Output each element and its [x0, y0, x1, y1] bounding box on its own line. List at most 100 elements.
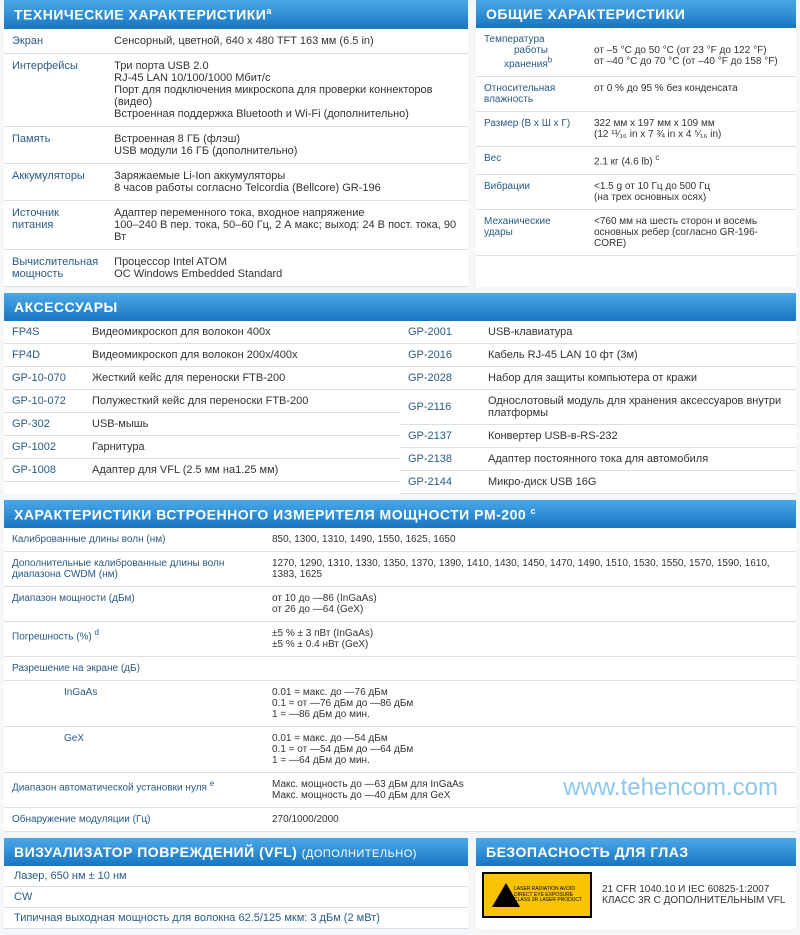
table-row: GP-1008Адаптер для VFL (2.5 мм на1.25 мм…	[4, 458, 400, 481]
table-row: GP-10-070Жесткий кейс для переноски FTB-…	[4, 366, 400, 389]
acc-code: GP-10-070	[4, 366, 84, 389]
general-header: ОБЩИЕ ХАРАКТЕРИСТИКИ	[476, 0, 796, 28]
vfl-sub: (ДОПОЛНИТЕЛЬНО)	[302, 848, 417, 860]
table-row: Калиброванные длины волн (нм)850, 1300, …	[4, 528, 796, 552]
spec-value: Встроенная 8 ГБ (флэш) USB модули 16 ГБ …	[106, 126, 468, 163]
table-row: GP-2028Набор для защиты компьютера от кр…	[400, 366, 796, 389]
spec-label: Относительная влажность	[476, 77, 586, 112]
spec-value: ±5 % ± 3 пВт (InGaAs) ±5 % ± 0.4 нВт (Ge…	[264, 622, 796, 657]
spec-value: Сенсорный, цветной, 640 x 480 TFT 163 мм…	[106, 29, 468, 54]
tech-table: ЭкранСенсорный, цветной, 640 x 480 TFT 1…	[4, 29, 468, 287]
spec-label: Обнаружение модуляции (Гц)	[4, 808, 264, 832]
spec-label: Источник питания	[4, 200, 106, 249]
acc-desc: Микро-диск USB 16G	[480, 470, 796, 493]
spec-value: от –5 °C до 50 °C (от 23 °F до 122 °F)от…	[586, 28, 796, 77]
acc-desc: Видеомикроскоп для волокон 400x	[84, 321, 400, 344]
table-row: Относительная влажностьот 0 % до 95 % бе…	[476, 77, 796, 112]
spec-value: <1.5 g от 10 Гц до 500 Гц(на трех основн…	[586, 174, 796, 209]
accessories-panel: АКСЕССУАРЫ FP4SВидеомикроскоп для волоко…	[4, 293, 796, 494]
spec-value: 270/1000/2000	[264, 808, 796, 832]
table-row: GP-2144Микро-диск USB 16G	[400, 470, 796, 493]
table-row: Вибрации<1.5 g от 10 Гц до 500 Гц(на тре…	[476, 174, 796, 209]
table-row: GP-302USB-мышь	[4, 412, 400, 435]
vfl-line: Лазер, 650 нм ± 10 нм	[4, 866, 468, 887]
acc-right-table: GP-2001USB-клавиатураGP-2016Кабель RJ-45…	[400, 321, 796, 494]
acc-code: GP-1002	[4, 435, 84, 458]
table-row: Размер (В x Ш x Г)322 мм x 197 мм x 109 …	[476, 112, 796, 147]
acc-desc: Набор для защиты компьютера от кражи	[480, 366, 796, 389]
spec-label: Механические удары	[476, 209, 586, 255]
table-row: GP-2137Конвертер USB-в-RS-232	[400, 424, 796, 447]
table-row: GP-2001USB-клавиатура	[400, 321, 796, 344]
table-row: Диапазон мощности (дБм)от 10 до —86 (InG…	[4, 587, 796, 622]
table-row: FP4SВидеомикроскоп для волокон 400x	[4, 321, 400, 344]
acc-left-table: FP4SВидеомикроскоп для волокон 400xFP4DВ…	[4, 321, 400, 482]
safety-header: БЕЗОПАСНОСТЬ ДЛЯ ГЛАЗ	[476, 838, 796, 866]
spec-value: Процессор Intel ATOM ОС Windows Embedded…	[106, 249, 468, 286]
table-row: GP-2016Кабель RJ-45 LAN 10 фт (3м)	[400, 343, 796, 366]
pm-sup: c	[531, 506, 537, 516]
spec-label: Калиброванные длины волн (нм)	[4, 528, 264, 552]
acc-desc: USB-мышь	[84, 412, 400, 435]
acc-code: GP-10-072	[4, 389, 84, 412]
safety-panel: БЕЗОПАСНОСТЬ ДЛЯ ГЛАЗ LASER RADIATION AV…	[476, 838, 796, 929]
table-row: Вес2.1 кг (4.6 lb) c	[476, 147, 796, 174]
spec-label: Погрешность (%) d	[4, 622, 264, 657]
table-row: GeX0.01 = макс. до —54 дБм 0.1 = от —54 …	[4, 727, 796, 773]
tech-spec-panel: ТЕХНИЧЕСКИЕ ХАРАКТЕРИСТИКИa ЭкранСенсорн…	[4, 0, 468, 287]
tech-sup: a	[266, 6, 272, 16]
spec-value: Три порта USB 2.0 RJ-45 LAN 10/100/1000 …	[106, 53, 468, 126]
spec-label: Диапазон мощности (дБм)	[4, 587, 264, 622]
safety-line1: 21 CFR 1040.10 И IEC 60825-1:2007	[602, 884, 785, 895]
table-row: Обнаружение модуляции (Гц)270/1000/2000	[4, 808, 796, 832]
safety-title: БЕЗОПАСНОСТЬ ДЛЯ ГЛАЗ	[486, 844, 689, 860]
table-row: InGaAs0.01 = макс. до —76 дБм 0.1 = от —…	[4, 681, 796, 727]
table-row: Разрешение на экране (дБ)	[4, 657, 796, 681]
acc-desc: Конвертер USB-в-RS-232	[480, 424, 796, 447]
vfl-header: ВИЗУАЛИЗАТОР ПОВРЕЖДЕНИЙ (VFL) (ДОПОЛНИТ…	[4, 838, 468, 866]
spec-label: InGaAs	[4, 681, 264, 727]
spec-value: от 10 до —86 (InGaAs) от 26 до —64 (GeX)	[264, 587, 796, 622]
table-row: GP-2116Однослотовый модуль для хранения …	[400, 389, 796, 424]
acc-title: АКСЕССУАРЫ	[14, 299, 118, 315]
safety-line2: КЛАСС 3R С ДОПОЛНИТЕЛЬНЫМ VFL	[602, 895, 785, 906]
general-spec-panel: ОБЩИЕ ХАРАКТЕРИСТИКИ Температураработыхр…	[476, 0, 796, 287]
acc-code: GP-2137	[400, 424, 480, 447]
table-row: Дополнительные калиброванные длины волн …	[4, 552, 796, 587]
spec-value: Адаптер переменного тока, входное напряж…	[106, 200, 468, 249]
table-row: Погрешность (%) d±5 % ± 3 пВт (InGaAs) ±…	[4, 622, 796, 657]
vfl-title: ВИЗУАЛИЗАТОР ПОВРЕЖДЕНИЙ (VFL)	[14, 844, 297, 860]
spec-value	[264, 657, 796, 681]
spec-value: Заряжаемые Li-Ion аккумуляторы 8 часов р…	[106, 163, 468, 200]
tech-title: ТЕХНИЧЕСКИЕ ХАРАКТЕРИСТИКИ	[14, 7, 266, 23]
vfl-line: CW	[4, 887, 468, 908]
acc-header: АКСЕССУАРЫ	[4, 293, 796, 321]
general-title: ОБЩИЕ ХАРАКТЕРИСТИКИ	[486, 6, 685, 22]
spec-label: Разрешение на экране (дБ)	[4, 657, 264, 681]
pm200-panel: ХАРАКТЕРИСТИКИ ВСТРОЕННОГО ИЗМЕРИТЕЛЯ МО…	[4, 500, 796, 833]
spec-label: Вычислительная мощность	[4, 249, 106, 286]
watermark: www.tehencom.com	[563, 774, 778, 802]
general-table: Температураработыхраненияbот –5 °C до 50…	[476, 28, 796, 256]
acc-desc: Адаптер постоянного тока для автомобиля	[480, 447, 796, 470]
pm-title: ХАРАКТЕРИСТИКИ ВСТРОЕННОГО ИЗМЕРИТЕЛЯ МО…	[14, 506, 526, 522]
acc-desc: Полужесткий кейс для переноски FTB-200	[84, 389, 400, 412]
tech-header: ТЕХНИЧЕСКИЕ ХАРАКТЕРИСТИКИa	[4, 0, 468, 29]
acc-code: GP-2138	[400, 447, 480, 470]
acc-code: FP4D	[4, 343, 84, 366]
acc-code: GP-2116	[400, 389, 480, 424]
vfl-line: Типичная выходная мощность для волокна 6…	[4, 908, 468, 929]
table-row: FP4DВидеомикроскоп для волокон 200x/400x	[4, 343, 400, 366]
table-row: Вычислительная мощностьПроцессор Intel A…	[4, 249, 468, 286]
badge-text: LASER RADIATION AVOID DIRECT EYE EXPOSUR…	[514, 887, 590, 904]
spec-label: Экран	[4, 29, 106, 54]
acc-code: GP-302	[4, 412, 84, 435]
spec-label: Память	[4, 126, 106, 163]
acc-code: GP-2144	[400, 470, 480, 493]
acc-desc: Видеомикроскоп для волокон 200x/400x	[84, 343, 400, 366]
acc-code: GP-1008	[4, 458, 84, 481]
spec-label: Интерфейсы	[4, 53, 106, 126]
acc-code: GP-2028	[400, 366, 480, 389]
spec-value: 850, 1300, 1310, 1490, 1550, 1625, 1650	[264, 528, 796, 552]
table-row: Механические удары<760 мм на шесть сторо…	[476, 209, 796, 255]
